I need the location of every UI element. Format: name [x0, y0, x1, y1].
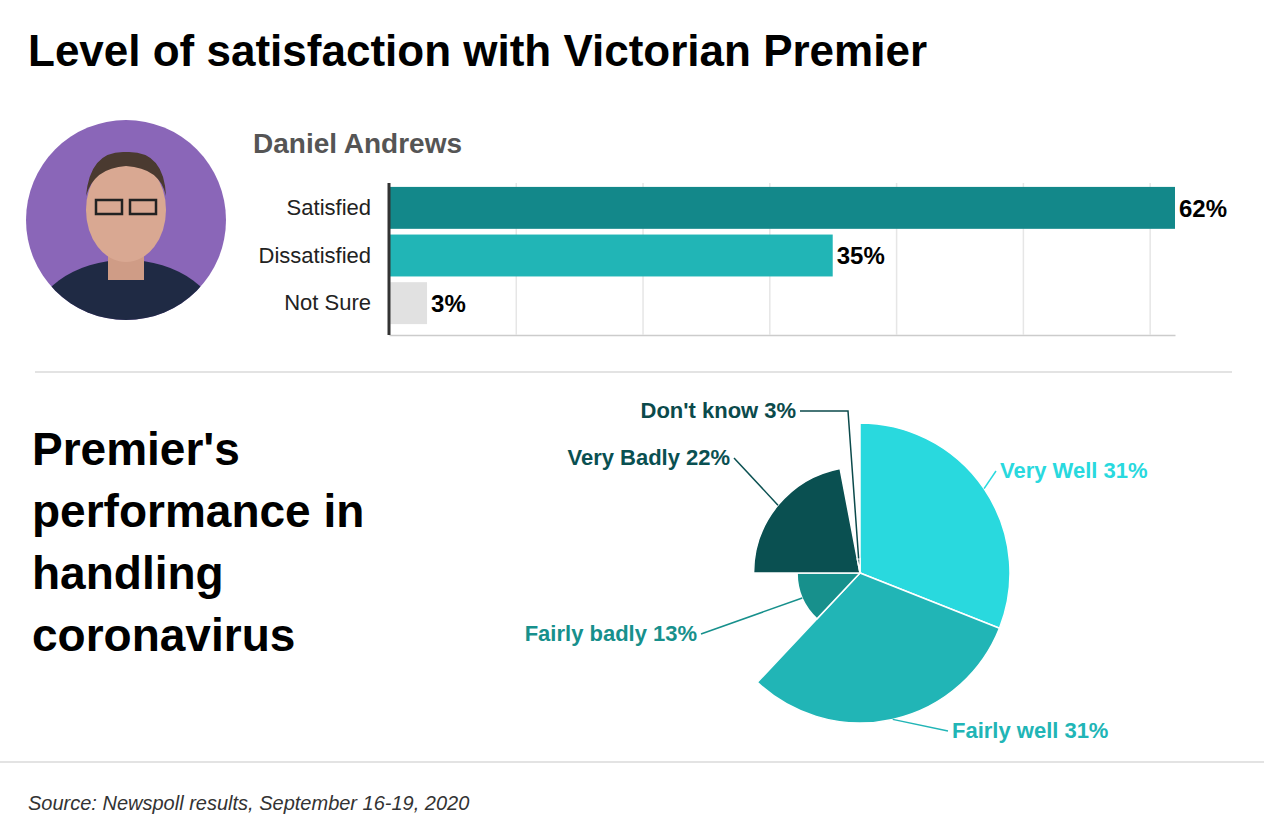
- chart-title: Level of satisfaction with Victorian Pre…: [28, 26, 927, 75]
- photo-body: [31, 260, 221, 400]
- leader-line: [734, 458, 778, 505]
- slice-label: Don't know3%: [641, 398, 796, 423]
- bar: [389, 235, 833, 277]
- slice-label: Very Badly22%: [567, 445, 730, 470]
- bar: [389, 282, 427, 324]
- y-tick-label: Satisfied: [287, 195, 371, 220]
- slice-label-name: Very Well: [1000, 458, 1097, 483]
- slice-label: Fairly badly13%: [525, 621, 697, 646]
- slice-label: Fairly well31%: [952, 718, 1108, 743]
- x-tick: [389, 183, 390, 335]
- slice-label-value: 31%: [1064, 718, 1108, 743]
- slice-label-value: 3%: [764, 398, 796, 423]
- data-label: 3%: [431, 290, 466, 317]
- chart-title: Premier'sperformance inhandlingcoronavir…: [32, 423, 364, 661]
- bars: [389, 187, 1175, 324]
- slice-label-name: Fairly well: [952, 718, 1058, 743]
- y-axis-line: [388, 183, 391, 335]
- slice-label-name: Very Badly: [567, 445, 680, 470]
- slice-label-value: 22%: [686, 445, 730, 470]
- chart-page: Level of satisfaction with Victorian Pre…: [0, 0, 1264, 826]
- slice: [757, 573, 999, 723]
- separator: [35, 371, 1232, 373]
- data-label: 62%: [1179, 195, 1227, 222]
- slice-label-value: 13%: [653, 621, 697, 646]
- slice-label-name: Don't know: [641, 398, 760, 423]
- photo-hair: [86, 152, 166, 196]
- separator: [0, 761, 1264, 763]
- y-axis: Satisfied Dissatisfied Not Sure: [259, 183, 389, 335]
- slice-label-value: 31%: [1103, 458, 1147, 483]
- grid-line: [389, 183, 391, 335]
- photo-glasses: [130, 200, 156, 214]
- photo-glasses: [96, 200, 122, 214]
- leader-line: [893, 719, 948, 731]
- y-tick: Satisfied: [287, 195, 371, 220]
- x-axis-line: [390, 335, 1176, 337]
- leader-line: [800, 411, 859, 559]
- slices: [754, 423, 1010, 723]
- bar: [389, 187, 1175, 229]
- data-label: 35%: [837, 242, 885, 269]
- data-labels: 62% 35% 3%: [431, 195, 1227, 317]
- y-tick-label: Dissatisfied: [259, 243, 371, 268]
- pie-labels: Very Well31%Fairly well31%Fairly badly13…: [525, 398, 1148, 743]
- slice: [797, 573, 860, 619]
- y-tick: Dissatisfied: [259, 243, 371, 268]
- x-axis: [390, 183, 1176, 336]
- slice-label-name: Fairly badly: [525, 621, 648, 646]
- source-note: Source: Newspoll results, September 16-1…: [28, 792, 469, 814]
- slice: [857, 558, 860, 573]
- y-tick-label: Not Sure: [284, 290, 371, 315]
- leader-line: [984, 471, 996, 489]
- photo: [20, 110, 240, 400]
- chart-subtitle: Daniel Andrews: [253, 128, 462, 159]
- y-tick: Not Sure: [284, 290, 371, 315]
- pie: [754, 423, 1010, 723]
- slice-label: Very Well31%: [1000, 458, 1147, 483]
- leader-line: [701, 598, 802, 634]
- slice: [754, 468, 860, 573]
